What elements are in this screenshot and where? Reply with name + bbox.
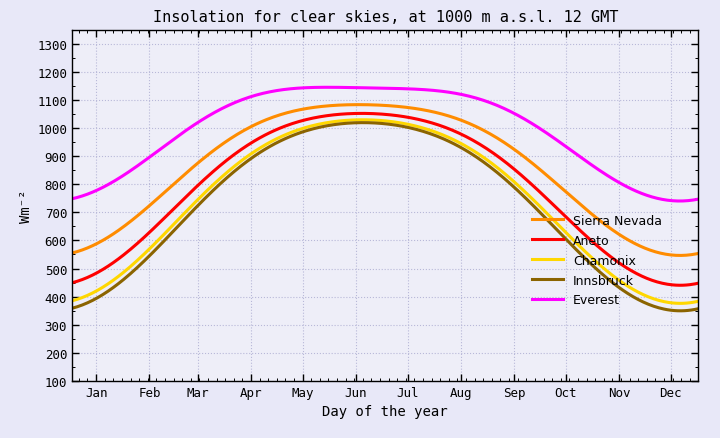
Everest — [240, 97, 248, 102]
Chamonix — [318, 122, 326, 127]
Innsbruck — [318, 125, 326, 130]
Innsbruck — [320, 124, 329, 130]
Innsbruck — [200, 197, 209, 202]
Innsbruck — [359, 121, 367, 126]
Chamonix — [606, 272, 615, 277]
Chamonix — [68, 299, 76, 304]
Innsbruck — [240, 162, 248, 167]
Everest — [675, 199, 684, 204]
Everest — [694, 197, 703, 202]
Y-axis label: Wm⁻²: Wm⁻² — [19, 189, 33, 223]
Chamonix — [694, 299, 703, 304]
Sierra Nevada — [667, 253, 675, 258]
Chamonix — [200, 191, 209, 196]
Chamonix — [675, 301, 684, 306]
Line: Innsbruck: Innsbruck — [72, 124, 698, 311]
Aneto — [357, 112, 366, 117]
Everest — [323, 85, 331, 91]
Innsbruck — [606, 279, 615, 284]
Everest — [318, 85, 326, 91]
Sierra Nevada — [675, 253, 684, 258]
Everest — [68, 197, 76, 202]
Line: Everest: Everest — [72, 88, 698, 201]
Chamonix — [240, 157, 248, 162]
Chamonix — [320, 121, 329, 126]
Everest — [200, 117, 209, 122]
Everest — [667, 198, 675, 204]
Aneto — [606, 254, 615, 260]
Title: Insolation for clear skies, at 1000 m a.s.l. 12 GMT: Insolation for clear skies, at 1000 m a.… — [153, 11, 618, 25]
Aneto — [240, 145, 248, 151]
Aneto — [68, 280, 76, 286]
Aneto — [667, 283, 675, 288]
Sierra Nevada — [694, 251, 703, 257]
Innsbruck — [667, 308, 675, 313]
Sierra Nevada — [318, 105, 326, 110]
Aneto — [675, 283, 684, 288]
Sierra Nevada — [240, 128, 248, 134]
Everest — [320, 85, 329, 91]
Innsbruck — [694, 306, 703, 311]
Line: Aneto: Aneto — [72, 114, 698, 286]
Sierra Nevada — [200, 155, 209, 161]
Aneto — [318, 115, 326, 120]
Aneto — [694, 281, 703, 286]
X-axis label: Day of the year: Day of the year — [323, 404, 448, 418]
Line: Chamonix: Chamonix — [72, 120, 698, 304]
Sierra Nevada — [68, 251, 76, 256]
Everest — [606, 176, 615, 181]
Chamonix — [667, 300, 675, 306]
Innsbruck — [677, 308, 685, 314]
Aneto — [320, 114, 329, 119]
Line: Sierra Nevada: Sierra Nevada — [72, 106, 698, 256]
Chamonix — [359, 118, 367, 123]
Innsbruck — [68, 306, 76, 311]
Sierra Nevada — [320, 104, 329, 110]
Legend: Sierra Nevada, Aneto, Chamonix, Innsbruck, Everest: Sierra Nevada, Aneto, Chamonix, Innsbruc… — [527, 209, 667, 312]
Sierra Nevada — [355, 103, 364, 108]
Sierra Nevada — [606, 226, 615, 232]
Aneto — [200, 177, 209, 183]
